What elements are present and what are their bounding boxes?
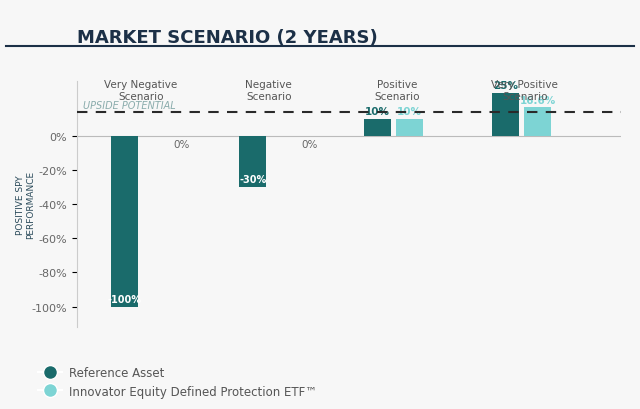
Text: -30%: -30%: [239, 175, 266, 185]
Text: -100%: -100%: [108, 294, 142, 304]
Text: 10%: 10%: [365, 107, 390, 117]
Text: 25%: 25%: [493, 81, 518, 91]
Text: 16.6%: 16.6%: [520, 96, 556, 106]
Bar: [239, 136, 266, 187]
Legend: Reference Asset, Innovator Equity Defined Protection ETF™: Reference Asset, Innovator Equity Define…: [34, 361, 322, 402]
Text: Very Positive
Scenario: Very Positive Scenario: [492, 80, 558, 102]
Bar: [364, 119, 391, 136]
Text: MARKET SCENARIO (2 YEARS): MARKET SCENARIO (2 YEARS): [77, 29, 378, 47]
Text: 0%: 0%: [301, 140, 318, 150]
Text: UPSIDE POTENTIAL: UPSIDE POTENTIAL: [83, 101, 176, 111]
Bar: [524, 108, 551, 136]
Bar: [396, 119, 423, 136]
Y-axis label: POSITIVE SPY
PERFORMANCE: POSITIVE SPY PERFORMANCE: [16, 171, 36, 238]
Text: Very Negative
Scenario: Very Negative Scenario: [104, 80, 177, 102]
Text: 10%: 10%: [397, 107, 422, 117]
Bar: [492, 94, 519, 136]
Bar: [111, 136, 138, 307]
Text: 0%: 0%: [173, 140, 190, 150]
Text: Positive
Scenario: Positive Scenario: [374, 80, 420, 102]
Text: Negative
Scenario: Negative Scenario: [245, 80, 292, 102]
